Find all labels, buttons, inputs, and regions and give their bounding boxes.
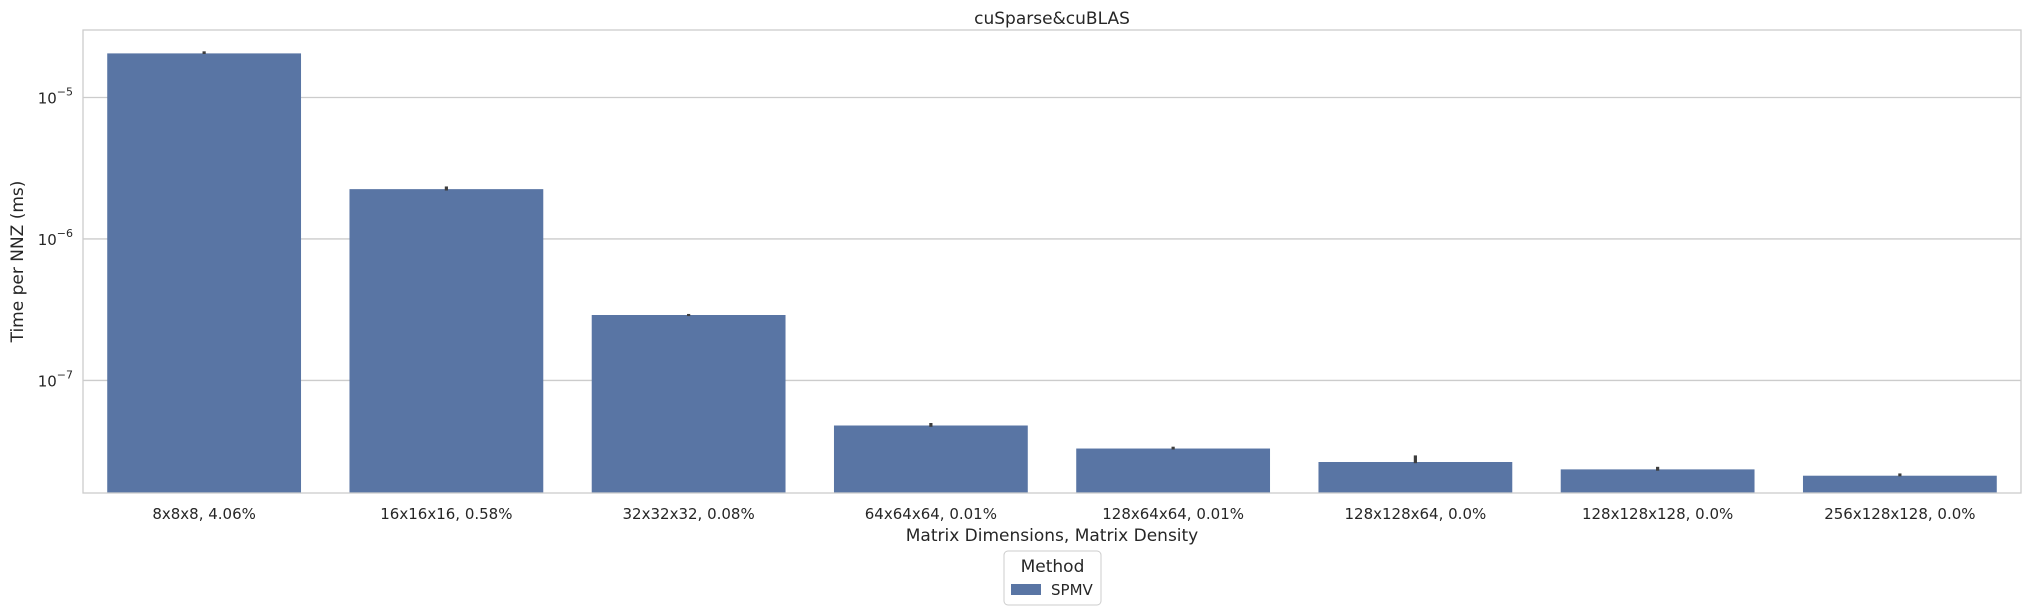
y-axis-label: Time per NNZ (ms) (8, 181, 28, 344)
x-tick-label: 64x64x64, 0.01% (865, 505, 997, 523)
x-tick-label: 32x32x32, 0.08% (623, 505, 755, 523)
x-axis-label: Matrix Dimensions, Matrix Density (906, 526, 1199, 546)
x-tick-label: 256x128x128, 0.0% (1824, 505, 1975, 523)
x-tick-label: 128x128x128, 0.0% (1582, 505, 1733, 523)
legend-title: Method (1021, 557, 1085, 577)
x-tick-label: 16x16x16, 0.58% (380, 505, 512, 523)
y-tick-labels: 10−5 10−6 10−7 (38, 85, 73, 390)
bar (107, 53, 302, 493)
y-tick-label: 10−5 (38, 85, 73, 107)
y-tick-label: 10−6 (38, 227, 73, 249)
legend: Method SPMV (1003, 550, 1102, 606)
legend-swatch-spmv (1011, 584, 1041, 595)
bar (1076, 448, 1271, 493)
chart-title: cuSparse&cuBLAS (974, 9, 1130, 29)
bar (1318, 462, 1513, 493)
bar (349, 189, 544, 493)
y-tick-label: 10−7 (38, 368, 73, 390)
bar (833, 425, 1028, 493)
bar (591, 315, 786, 493)
x-tick-label: 8x8x8, 4.06% (152, 505, 256, 523)
bar (1802, 475, 1997, 493)
error-bars (202, 51, 1902, 477)
legend-label-spmv: SPMV (1051, 581, 1094, 599)
x-tick-label: 128x128x64, 0.0% (1345, 505, 1487, 523)
plot-frame (82, 29, 2022, 494)
x-tick-labels: 8x8x8, 4.06% 16x16x16, 0.58% 32x32x32, 0.0… (152, 505, 1975, 523)
bar (1560, 469, 1755, 493)
x-tick-label: 128x64x64, 0.01% (1102, 505, 1244, 523)
bars (107, 53, 1997, 493)
